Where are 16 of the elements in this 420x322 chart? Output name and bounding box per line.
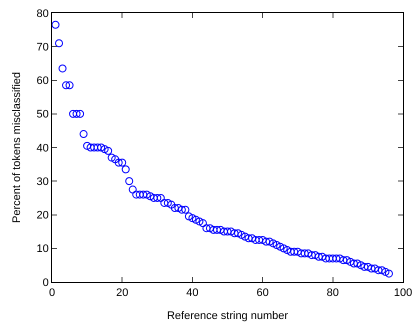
x-tick-label: 20 [116, 287, 128, 300]
y-tick-label: 30 [36, 176, 49, 188]
x-tick-label: 80 [326, 287, 339, 300]
x-tick-label: 100 [394, 287, 412, 300]
y-tick-label: 40 [36, 142, 49, 154]
y-tick-label: 70 [36, 41, 49, 54]
y-tick-label: 0 [42, 276, 49, 289]
y-axis-title: Percent of tokens misclassified [11, 72, 23, 224]
x-axis-title: Reference string number [166, 310, 288, 322]
y-tick-label: 80 [36, 8, 49, 20]
y-tick-label: 60 [36, 75, 49, 88]
y-tick-label: 50 [36, 108, 49, 121]
x-tick-label: 60 [256, 287, 269, 300]
y-tick-label: 20 [36, 210, 49, 222]
y-tick-label: 10 [36, 243, 49, 256]
x-tick-label: 40 [186, 287, 199, 300]
